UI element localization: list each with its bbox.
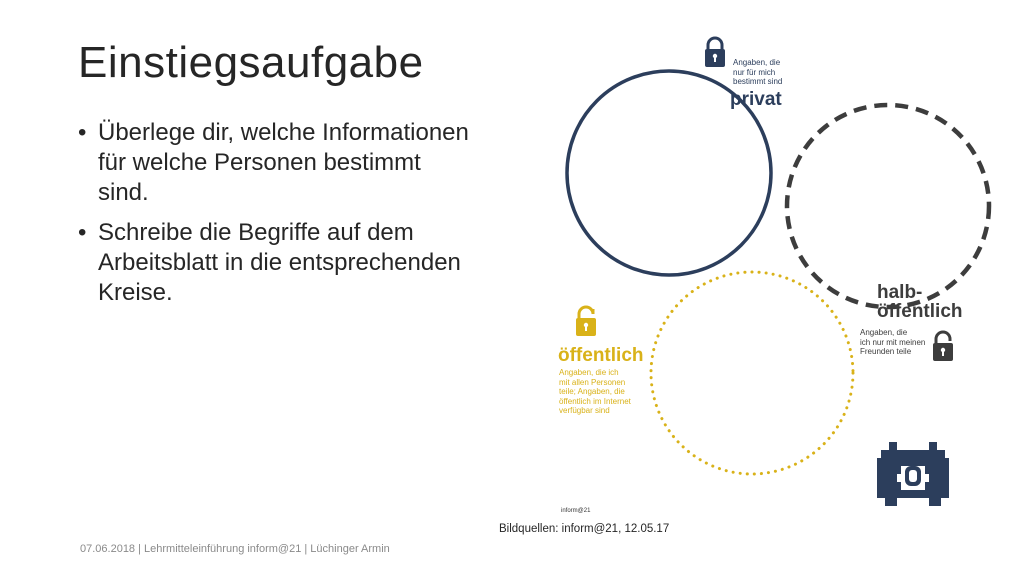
bullet-item: • Überlege dir, welche Informationen für… bbox=[78, 118, 478, 208]
bullet-marker: • bbox=[78, 219, 87, 246]
lock-open-icon bbox=[576, 305, 596, 336]
halb-oeffentlich-description-line: Angaben, die bbox=[860, 328, 908, 337]
halb-oeffentlich-description: Angaben, die ich nur mit meinen Freunden… bbox=[860, 328, 925, 357]
slide-title: Einstiegsaufgabe bbox=[78, 38, 424, 87]
slide-footer: 07.06.2018 | Lehrmitteleinführung inform… bbox=[80, 543, 390, 555]
oeffentlich-description-line: teile; Angaben, die bbox=[559, 387, 625, 396]
halb-oeffentlich-heading: halb- öffentlich bbox=[877, 283, 963, 321]
oeffentlich-circle bbox=[649, 270, 855, 476]
space-invader-icon bbox=[877, 442, 949, 506]
halb-oeffentlich-circle bbox=[784, 102, 992, 310]
privat-description-line: nur für mich bbox=[733, 67, 776, 77]
oeffentlich-description-line: Angaben, die ich bbox=[559, 368, 619, 377]
bullet-marker: • bbox=[78, 119, 87, 146]
image-source-caption: Bildquellen: inform@21, 12.05.17 bbox=[499, 523, 670, 535]
halb-oeffentlich-heading-line: öffentlich bbox=[877, 301, 963, 322]
privat-description: Angaben, die nur für mich bestimmt sind bbox=[733, 58, 782, 87]
oeffentlich-description-line: verfügbar sind bbox=[559, 406, 610, 415]
bullet-text: Überlege dir, welche Informationen für w… bbox=[98, 119, 469, 206]
halb-oeffentlich-description-line: Freunden teile bbox=[860, 347, 912, 356]
oeffentlich-heading: öffentlich bbox=[558, 345, 644, 366]
privacy-circles-diagram: Angaben, die nur für mich bestimmt sind … bbox=[540, 30, 1010, 530]
halb-oeffentlich-heading-line: halb- bbox=[877, 282, 923, 303]
lock-closed-icon bbox=[705, 36, 725, 67]
circles-canvas bbox=[565, 36, 992, 506]
oeffentlich-description-line: mit allen Personen bbox=[559, 377, 626, 387]
privat-heading: privat bbox=[730, 89, 782, 110]
inform21-logo: inform@21 bbox=[561, 508, 591, 514]
bullet-item: • Schreibe die Begriffe auf dem Arbeitsb… bbox=[78, 218, 478, 308]
bullet-list: • Überlege dir, welche Informationen für… bbox=[78, 118, 478, 318]
oeffentlich-description: Angaben, die ich mit allen Personen teil… bbox=[559, 368, 631, 416]
privat-description-line: Angaben, die bbox=[733, 58, 781, 67]
privat-circle bbox=[565, 69, 773, 277]
lock-half-icon bbox=[933, 330, 953, 361]
oeffentlich-description-line: öffentlich im Internet bbox=[559, 396, 631, 406]
privat-description-line: bestimmt sind bbox=[733, 77, 783, 86]
halb-oeffentlich-description-line: ich nur mit meinen bbox=[860, 337, 926, 347]
bullet-text: Schreibe die Begriffe auf dem Arbeitsbla… bbox=[98, 219, 461, 306]
